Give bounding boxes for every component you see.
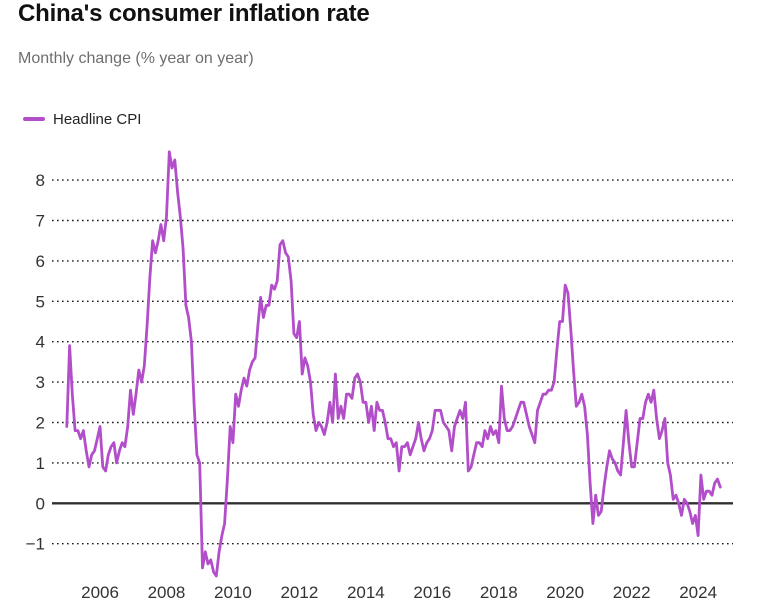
chart-title: China's consumer inflation rate	[18, 0, 370, 27]
x-tick-label: 2024	[679, 583, 717, 602]
x-tick-label: 2020	[546, 583, 584, 602]
y-tick-label: 7	[36, 212, 45, 231]
x-tick-label: 2022	[613, 583, 651, 602]
x-tick-label: 2016	[413, 583, 451, 602]
y-tick-label: 4	[36, 333, 45, 352]
y-tick-label: 0	[36, 494, 45, 513]
x-tick-label: 2018	[480, 583, 518, 602]
headline-cpi-line	[65, 150, 722, 578]
y-tick-label: 1	[36, 454, 45, 473]
x-tick-label: 2010	[214, 583, 252, 602]
x-tick-label: 2008	[148, 583, 186, 602]
chart-subtitle: Monthly change (% year on year)	[18, 50, 254, 67]
legend-line-swatch	[23, 117, 45, 121]
x-tick-label: 2006	[81, 583, 119, 602]
legend-label: Headline CPI	[53, 110, 142, 128]
y-tick-label: 2	[36, 414, 45, 433]
x-tick-label: 2014	[347, 583, 385, 602]
y-tick-label: −1	[26, 535, 45, 554]
y-tick-label: 6	[36, 252, 45, 271]
x-tick-label: 2012	[280, 583, 318, 602]
y-tick-label: 3	[36, 373, 45, 392]
legend: Headline CPI	[23, 110, 141, 128]
y-tick-label: 5	[36, 292, 45, 311]
y-tick-label: 8	[36, 171, 45, 190]
